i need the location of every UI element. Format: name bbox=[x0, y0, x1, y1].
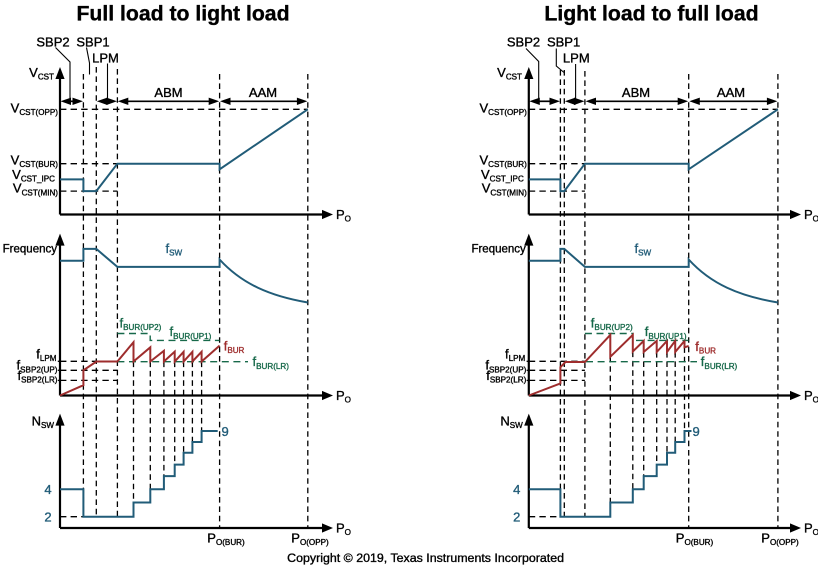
svg-text:Frequency: Frequency bbox=[471, 244, 526, 256]
svg-text:SBP1: SBP1 bbox=[547, 35, 580, 50]
svg-text:9: 9 bbox=[693, 424, 700, 439]
svg-text:Copyright © 2019, Texas Instru: Copyright © 2019, Texas Instruments Inco… bbox=[287, 551, 564, 565]
svg-text:ABM: ABM bbox=[622, 85, 650, 100]
svg-text:Frequency: Frequency bbox=[3, 244, 58, 256]
svg-text:Light load to full load: Light load to full load bbox=[544, 3, 758, 26]
svg-text:4: 4 bbox=[513, 482, 520, 497]
svg-text:Full load to light load: Full load to light load bbox=[76, 3, 289, 26]
svg-text:SBP1: SBP1 bbox=[76, 35, 109, 50]
svg-text:9: 9 bbox=[222, 424, 229, 439]
svg-text:4: 4 bbox=[44, 482, 51, 497]
svg-text:AAM: AAM bbox=[717, 85, 745, 100]
svg-text:2: 2 bbox=[513, 510, 520, 525]
svg-text:2: 2 bbox=[44, 510, 51, 525]
svg-text:LPM: LPM bbox=[92, 51, 119, 66]
svg-text:LPM: LPM bbox=[563, 51, 590, 66]
svg-text:ABM: ABM bbox=[154, 85, 182, 100]
svg-text:AAM: AAM bbox=[249, 85, 277, 100]
svg-text:SBP2: SBP2 bbox=[507, 35, 540, 50]
svg-text:SBP2: SBP2 bbox=[36, 35, 69, 50]
